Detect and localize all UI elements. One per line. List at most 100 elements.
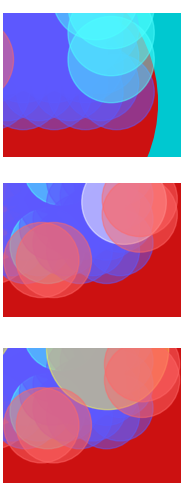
- Circle shape: [32, 18, 108, 94]
- Circle shape: [68, 0, 154, 76]
- Circle shape: [10, 374, 85, 449]
- Circle shape: [0, 0, 171, 192]
- Circle shape: [10, 0, 184, 192]
- Circle shape: [0, 158, 184, 409]
- Circle shape: [4, 222, 79, 298]
- Circle shape: [17, 54, 92, 130]
- Circle shape: [17, 0, 92, 49]
- Circle shape: [20, 194, 85, 260]
- Circle shape: [0, 0, 155, 202]
- Circle shape: [0, 304, 45, 370]
- Circle shape: [0, 206, 184, 500]
- Circle shape: [43, 142, 184, 362]
- Circle shape: [0, 166, 184, 386]
- Circle shape: [1, 45, 76, 120]
- Circle shape: [63, 18, 139, 94]
- Circle shape: [20, 171, 85, 236]
- Circle shape: [47, 360, 112, 426]
- Circle shape: [0, 54, 61, 130]
- Circle shape: [10, 0, 184, 246]
- Circle shape: [0, 0, 61, 76]
- Circle shape: [0, 338, 184, 500]
- Circle shape: [54, 292, 184, 500]
- Circle shape: [16, 222, 91, 298]
- Circle shape: [0, 0, 184, 202]
- Circle shape: [0, 0, 155, 174]
- Circle shape: [0, 360, 58, 426]
- Circle shape: [30, 150, 184, 370]
- Circle shape: [0, 0, 184, 174]
- Circle shape: [87, 352, 153, 418]
- Circle shape: [0, 292, 141, 500]
- Circle shape: [33, 163, 99, 228]
- Circle shape: [43, 96, 184, 315]
- Circle shape: [20, 148, 85, 213]
- Circle shape: [24, 296, 99, 370]
- Circle shape: [47, 218, 112, 284]
- Circle shape: [74, 383, 139, 449]
- Circle shape: [30, 292, 184, 500]
- Circle shape: [0, 119, 184, 338]
- Circle shape: [0, 308, 181, 500]
- Circle shape: [0, 150, 184, 370]
- Circle shape: [0, 148, 58, 213]
- Circle shape: [0, 119, 154, 338]
- Circle shape: [3, 339, 184, 500]
- Circle shape: [0, 292, 168, 500]
- Circle shape: [0, 332, 184, 500]
- Circle shape: [0, 142, 181, 362]
- Circle shape: [0, 328, 45, 394]
- Circle shape: [102, 162, 177, 236]
- Circle shape: [0, 27, 30, 102]
- Circle shape: [0, 316, 184, 500]
- Circle shape: [0, 80, 184, 330]
- Circle shape: [4, 388, 79, 463]
- Circle shape: [32, 45, 108, 120]
- Circle shape: [13, 0, 184, 192]
- Circle shape: [43, 332, 184, 500]
- Circle shape: [0, 0, 155, 228]
- Circle shape: [0, 208, 31, 284]
- Circle shape: [10, 208, 85, 284]
- Circle shape: [1, 0, 76, 67]
- Circle shape: [0, 45, 45, 120]
- Circle shape: [1, 18, 76, 94]
- Circle shape: [0, 174, 184, 500]
- Circle shape: [32, 0, 108, 40]
- Circle shape: [0, 0, 30, 49]
- Circle shape: [6, 352, 72, 418]
- Circle shape: [52, 111, 184, 362]
- Circle shape: [6, 328, 72, 394]
- Circle shape: [0, 142, 154, 362]
- Circle shape: [30, 268, 184, 488]
- Circle shape: [87, 163, 153, 228]
- Circle shape: [16, 388, 91, 463]
- Circle shape: [48, 54, 123, 130]
- Circle shape: [74, 194, 139, 260]
- Text: a): a): [5, 145, 16, 155]
- Circle shape: [60, 304, 126, 370]
- Circle shape: [0, 127, 168, 346]
- Circle shape: [16, 96, 184, 315]
- Circle shape: [0, 162, 31, 236]
- Circle shape: [29, 4, 184, 256]
- Circle shape: [87, 140, 153, 205]
- Circle shape: [52, 0, 139, 40]
- Circle shape: [0, 140, 45, 205]
- Circle shape: [0, 0, 30, 76]
- Circle shape: [0, 142, 184, 362]
- Circle shape: [0, 4, 184, 256]
- Circle shape: [0, 308, 154, 500]
- Circle shape: [47, 336, 112, 402]
- Circle shape: [30, 339, 184, 500]
- Circle shape: [0, 0, 157, 246]
- Circle shape: [0, 0, 184, 174]
- Circle shape: [0, 96, 181, 315]
- Circle shape: [0, 374, 31, 449]
- Circle shape: [0, 4, 184, 256]
- Circle shape: [16, 308, 184, 500]
- Circle shape: [16, 284, 184, 500]
- Circle shape: [0, 383, 58, 449]
- Circle shape: [0, 332, 181, 500]
- Circle shape: [10, 0, 184, 220]
